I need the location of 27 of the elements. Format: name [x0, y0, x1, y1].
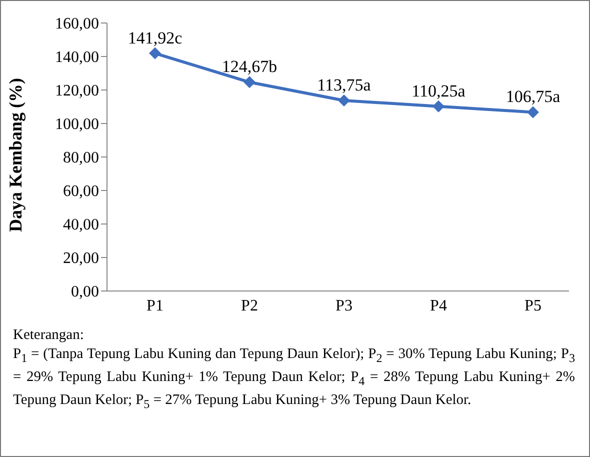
text: P$_{1}$ = (Tanpa Tepung Labu Kuning dan Tepung Daun Kelor); P$_{2}$ = 30% Tepung Labu Kuning; P$_{3}$ = 29% Tepung Labu Kuning+ 1% Tepung Daun Kelor; P$_{4}$ = 28% Tepung Labu Kuning+ 2% Tepung Daun Kelor; P$_{5}$ = 27% Tepung Labu Kuning+ 3% Tepung Daun Kelor. — [13, 346, 575, 411]
y-tick-label: 60,00 — [63, 183, 99, 200]
point — [527, 106, 539, 118]
x-tick-label: P4 — [430, 297, 447, 314]
y-axis-title: Daya Kembang (%) — [5, 78, 26, 232]
point — [244, 76, 256, 88]
y-tick-label: 100,00 — [55, 116, 99, 134]
point — [432, 100, 444, 112]
y-tick-label: 0,00 — [71, 284, 99, 301]
data-label: 113,75a — [317, 75, 372, 94]
x-tick-label: P1 — [146, 297, 164, 314]
point — [338, 94, 350, 106]
data-label: 124,67b — [222, 57, 278, 76]
y-tick-label: 120,00 — [55, 82, 99, 100]
y-tick-label: 40,00 — [63, 216, 99, 234]
data-label: 106,75a — [506, 87, 561, 106]
x-tick-label: P5 — [524, 297, 542, 314]
y-tick-label: 20,00 — [63, 250, 99, 268]
y-tick-label: 80,00 — [63, 150, 99, 167]
y-tick-label: 160,00 — [55, 16, 99, 33]
data-label: 110,25a — [412, 81, 466, 100]
text: Keterangan: — [13, 326, 85, 345]
x-tick-label: P2 — [241, 297, 258, 314]
y-tick-label: 140,00 — [55, 49, 99, 66]
data-label: 141,92c — [128, 28, 183, 48]
point — [149, 47, 161, 60]
x-tick-label: P3 — [336, 297, 352, 314]
